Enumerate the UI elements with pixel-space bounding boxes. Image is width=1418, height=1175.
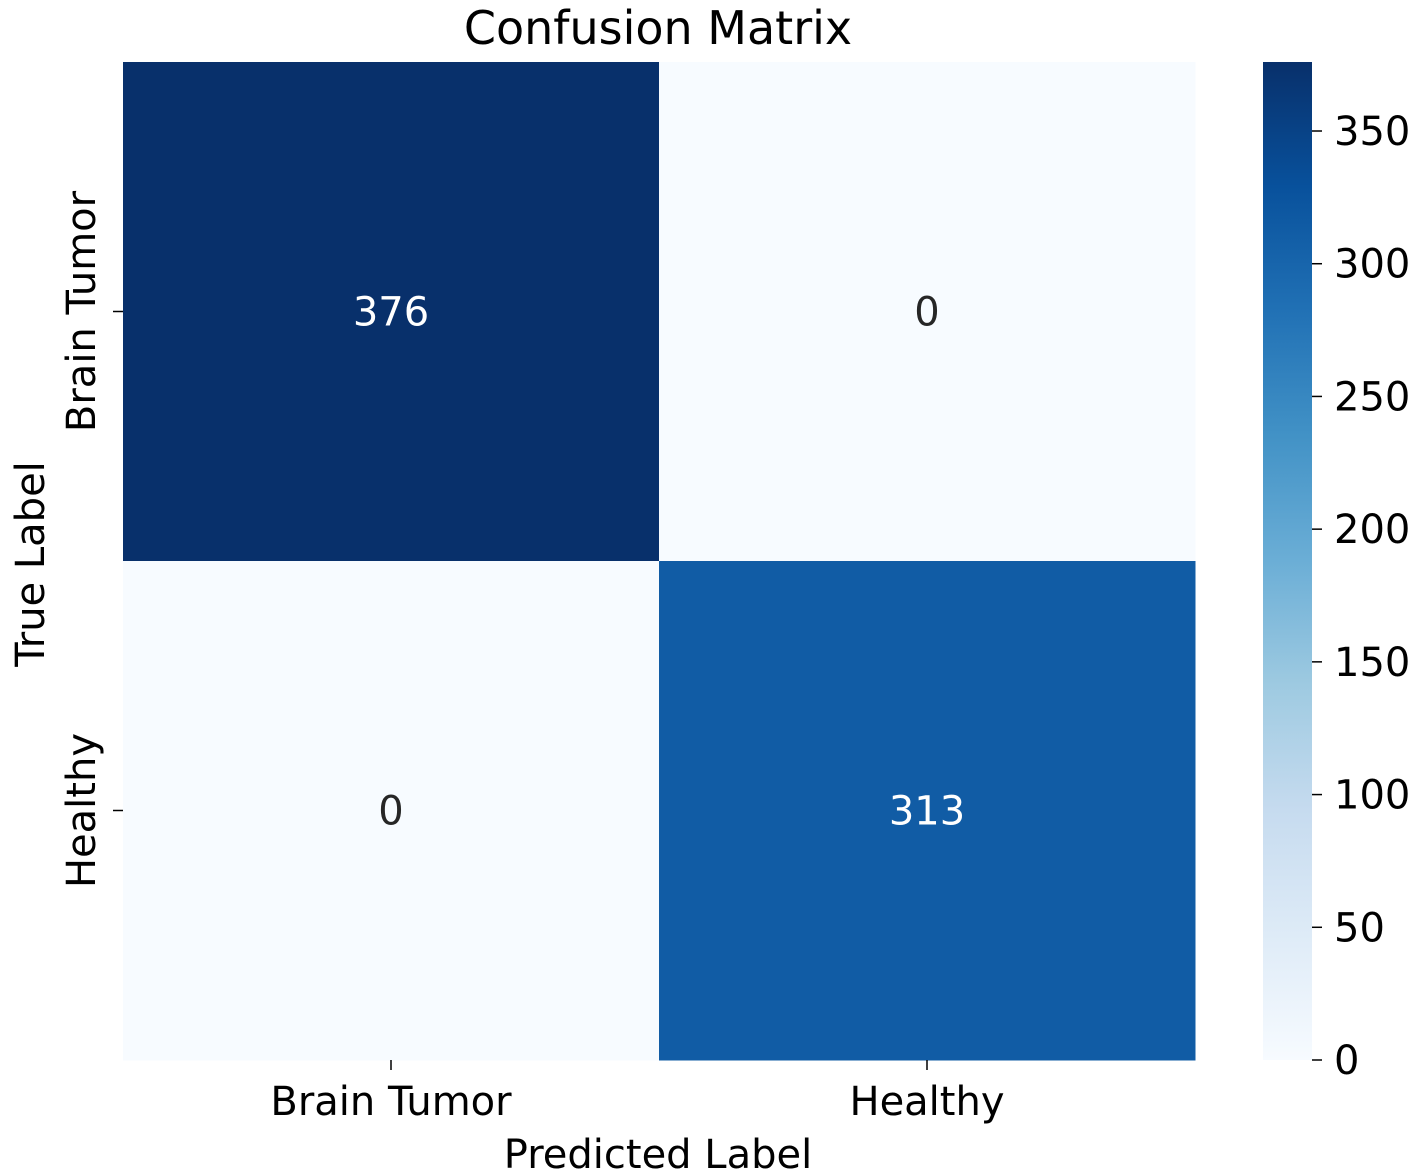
heatmap-cell — [123, 62, 660, 562]
x-tick-label: Healthy — [849, 1079, 1004, 1125]
cell-value-label: 0 — [914, 290, 939, 336]
heatmap-cell — [659, 561, 1196, 1061]
heatmap-cells: 376 0 0 313 — [123, 62, 1196, 1061]
colorbar-tick-label: 150 — [1334, 640, 1410, 686]
y-axis-label: True Label — [8, 461, 54, 668]
colorbar-tick-label: 300 — [1334, 242, 1410, 288]
cell-value-label: 313 — [889, 789, 965, 835]
y-tick-label: Healthy — [59, 733, 105, 888]
x-axis-label: Predicted Label — [504, 1132, 812, 1175]
cell-value-label: 376 — [353, 290, 429, 336]
colorbar-tick-label: 250 — [1334, 374, 1410, 420]
x-tick-label: Brain Tumor — [270, 1079, 512, 1125]
colorbar-tick-label: 50 — [1334, 905, 1385, 951]
colorbar-tick-label: 200 — [1334, 507, 1410, 553]
x-axis-ticks: Brain Tumor Healthy — [270, 1060, 1005, 1125]
heatmap-cell — [123, 561, 660, 1061]
chart-title: Confusion Matrix — [464, 1, 852, 55]
colorbar-tick-label: 100 — [1334, 773, 1410, 819]
y-axis-ticks: Brain Tumor Healthy — [59, 190, 123, 888]
y-tick-label: Brain Tumor — [59, 190, 105, 432]
cell-value-label: 0 — [378, 789, 403, 835]
colorbar-tick-label: 0 — [1334, 1038, 1359, 1084]
heatmap-cell — [659, 62, 1196, 562]
colorbar-ticks: 0 50 100 150 200 250 300 350 — [1312, 109, 1410, 1084]
colorbar-tick-label: 350 — [1334, 109, 1410, 155]
colorbar — [1263, 62, 1312, 1060]
